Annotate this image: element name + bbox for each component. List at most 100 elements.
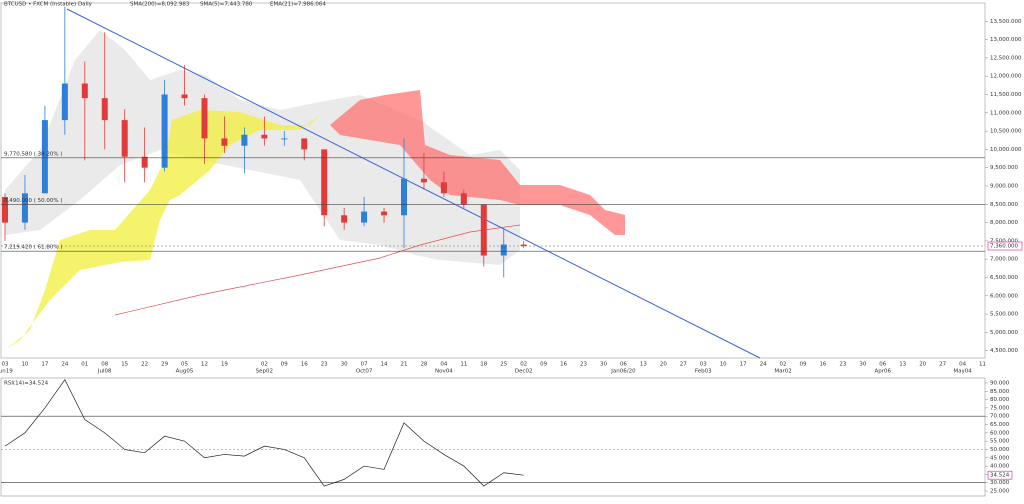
candle-body <box>101 98 108 121</box>
candle-body <box>61 83 68 121</box>
x-month-label: Oct07 <box>356 369 373 375</box>
x-tick-label: 16 <box>301 362 308 368</box>
x-tick-label: 09 <box>800 362 807 368</box>
x-month-label: Apr06 <box>875 369 892 375</box>
candle-body <box>2 196 8 223</box>
x-tick-label: 06 <box>879 362 886 368</box>
x-tick-label: 20 <box>660 362 667 368</box>
candle-body <box>321 149 328 216</box>
x-month-label: Aug05 <box>176 369 194 375</box>
x-tick-label: 23 <box>580 362 587 368</box>
indicator-label: SMA(200)=8,092.983 <box>130 2 190 8</box>
candle-body <box>81 83 88 99</box>
x-tick-label: 04 <box>440 362 447 368</box>
x-tick-label: 04 <box>959 362 966 368</box>
x-tick-label: 07 <box>361 362 368 368</box>
y-tick-label: 12,000.000 <box>990 74 1022 80</box>
y-tick-label: 9,000.000 <box>990 183 1018 189</box>
price-panel <box>0 2 986 359</box>
x-tick-label: 10 <box>720 362 727 368</box>
y-tick-label: 12,500.000 <box>990 55 1022 61</box>
x-tick-label: 02 <box>261 362 268 368</box>
candle-body <box>341 215 348 223</box>
y-tick-label: 7,000.000 <box>990 257 1018 263</box>
candle-body <box>361 211 368 223</box>
x-tick-label: 28 <box>420 362 427 368</box>
y-tick-label: 50.000 <box>990 447 1010 453</box>
rsi-panel <box>0 377 986 497</box>
y-tick-label: 55.000 <box>990 439 1010 445</box>
y-tick-label: 40.000 <box>990 464 1010 470</box>
y-tick-label: 70.000 <box>990 414 1010 420</box>
x-tick-label: 16 <box>560 362 567 368</box>
y-tick-label: 8,000.000 <box>990 220 1018 226</box>
x-tick-label: 10 <box>21 362 28 368</box>
ichimoku-band <box>5 30 520 265</box>
y-tick-label: 60.000 <box>990 430 1010 436</box>
x-tick-label: 15 <box>121 362 128 368</box>
indicator-label: EMA(21)=7,986.064 <box>270 2 326 8</box>
candle-body <box>281 138 288 140</box>
rsi-line <box>4 378 524 487</box>
candle-body <box>261 134 268 139</box>
y-tick-label: 10,500.000 <box>990 129 1022 135</box>
x-tick-label: 05 <box>181 362 188 368</box>
x-tick-label: 13 <box>640 362 647 368</box>
x-tick-label: 30 <box>859 362 866 368</box>
x-tick-label: 12 <box>201 362 208 368</box>
x-tick-label: 20 <box>919 362 926 368</box>
candle-body <box>121 120 128 157</box>
y-tick-label: 80.000 <box>990 397 1010 403</box>
y-tick-label: 25.000 <box>990 489 1010 495</box>
candle-body <box>41 120 48 194</box>
candle-body <box>440 182 447 194</box>
y-tick-label: 85.000 <box>990 389 1010 395</box>
price-title: BTCUSD • FXCM (Instable) Daily <box>4 2 93 8</box>
x-tick-label: 29 <box>161 362 168 368</box>
y-tick-label: 13,000.000 <box>990 37 1022 43</box>
candle-body <box>520 244 527 247</box>
x-month-label: Jan06/20 <box>610 369 636 375</box>
x-tick-label: 08 <box>101 362 108 368</box>
y-tick-label: 90.000 <box>990 380 1010 386</box>
candle-body <box>21 193 28 223</box>
last-price-box <box>987 241 1023 251</box>
x-tick-label: 11 <box>460 362 467 368</box>
x-tick-label: 03 <box>2 362 9 368</box>
x-month-label: Feb03 <box>695 369 712 375</box>
rsi-value-box <box>987 470 1013 480</box>
y-tick-label: 6,000.000 <box>990 293 1018 299</box>
trend-line <box>66 8 761 359</box>
candle-body <box>161 94 168 168</box>
sma-200-line <box>114 224 521 316</box>
x-month-label: Jun19 <box>0 369 13 375</box>
x-tick-label: 01 <box>81 362 88 368</box>
y-tick-label: 8,500.000 <box>990 202 1018 208</box>
candle-body <box>401 178 407 216</box>
y-tick-label: 11,000.000 <box>990 110 1022 116</box>
x-tick-label: 24 <box>61 362 68 368</box>
x-tick-label: 02 <box>520 362 527 368</box>
fib-label: 7,219.420 ( 61.80% ) <box>4 245 63 251</box>
x-tick-label: 22 <box>141 362 148 368</box>
x-tick-label: 23 <box>321 362 328 368</box>
x-tick-label: 27 <box>680 362 687 368</box>
candle-body <box>480 204 487 256</box>
y-tick-label: 30.000 <box>990 480 1010 486</box>
indicator-label: SMA(5)=7,443.780 <box>200 2 253 8</box>
x-tick-label: 09 <box>540 362 547 368</box>
candle-body <box>301 138 308 150</box>
ichimoku-cloud-down <box>330 90 625 235</box>
rsi-value-label: 34.524 <box>990 473 1010 479</box>
candle-body <box>221 138 228 146</box>
y-tick-label: 6,500.000 <box>990 275 1018 281</box>
x-tick-label: 17 <box>740 362 747 368</box>
candle-body <box>500 244 507 256</box>
x-month-label: Mar02 <box>774 369 791 375</box>
candle-body <box>241 134 248 146</box>
x-tick-label: 09 <box>281 362 288 368</box>
candle-body <box>460 193 467 205</box>
x-tick-label: 02 <box>780 362 787 368</box>
x-tick-label: 06 <box>620 362 627 368</box>
y-tick-label: 45.000 <box>990 455 1010 461</box>
